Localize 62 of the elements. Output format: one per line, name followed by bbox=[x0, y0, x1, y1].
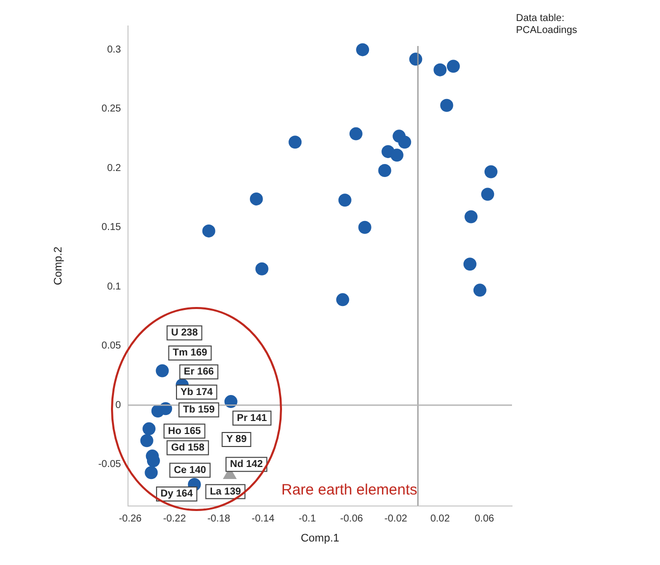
annotation: Tm 169 bbox=[172, 348, 208, 359]
x-tick-label: -0.26 bbox=[118, 514, 142, 525]
annotation: Dy 164 bbox=[160, 488, 194, 500]
x-tick-label: -0.14 bbox=[252, 514, 275, 525]
point bbox=[159, 402, 172, 416]
point bbox=[288, 136, 302, 149]
point bbox=[156, 364, 169, 378]
text: PCALoadings bbox=[516, 24, 578, 36]
point bbox=[440, 98, 454, 112]
point bbox=[224, 395, 238, 408]
x-tick-label: -0.18 bbox=[207, 514, 231, 525]
point bbox=[481, 188, 494, 201]
point bbox=[336, 293, 350, 306]
point bbox=[398, 136, 412, 149]
point bbox=[409, 52, 422, 66]
annotation: Ho 165 bbox=[168, 426, 202, 437]
point bbox=[446, 60, 460, 73]
x-tick-label: -0.1 bbox=[298, 514, 316, 525]
point bbox=[473, 284, 486, 297]
y-tick-label: 0.3 bbox=[107, 44, 122, 56]
annotation: Ce 140 bbox=[174, 465, 207, 476]
y-tick-label: 0.25 bbox=[102, 104, 122, 115]
x-tick-label: -0.02 bbox=[384, 514, 408, 525]
annotation: Rare earth elements bbox=[281, 482, 418, 499]
point bbox=[255, 262, 268, 276]
annotation: Pr 141 bbox=[236, 412, 268, 424]
x-axis-title: Comp.1 bbox=[300, 532, 340, 544]
x-tick-label: 0.06 bbox=[474, 514, 494, 525]
point bbox=[463, 258, 476, 271]
annotation: Tb 159 bbox=[182, 404, 216, 416]
annotation: Yb 174 bbox=[180, 386, 214, 398]
point bbox=[250, 192, 263, 206]
y-tick-label: -0.05 bbox=[98, 459, 122, 470]
point bbox=[356, 43, 370, 56]
y-tick-label: 0.2 bbox=[107, 162, 122, 174]
point bbox=[484, 165, 498, 178]
point bbox=[434, 63, 447, 76]
x-tick-label: 0.02 bbox=[430, 514, 450, 525]
annotation: La 139 bbox=[210, 486, 242, 498]
point bbox=[338, 194, 352, 207]
annotation: Gd 158 bbox=[171, 442, 205, 454]
point bbox=[378, 164, 392, 178]
x-tick-label: -0.06 bbox=[340, 514, 364, 525]
point bbox=[202, 224, 216, 238]
annotation: Er 166 bbox=[184, 366, 214, 378]
point bbox=[142, 422, 156, 436]
point bbox=[140, 434, 154, 448]
y-tick-label: 0.1 bbox=[107, 281, 122, 292]
point bbox=[144, 466, 158, 480]
text: Data table: bbox=[516, 12, 564, 24]
y-tick-label: 0.05 bbox=[102, 340, 122, 352]
annotation: U 238 bbox=[171, 328, 198, 339]
point bbox=[358, 220, 372, 234]
point bbox=[464, 210, 478, 224]
y-tick-label: 0.15 bbox=[102, 222, 122, 234]
point bbox=[390, 148, 404, 162]
y-tick-label: 0 bbox=[115, 400, 122, 411]
point bbox=[349, 127, 362, 140]
x-tick-label: -0.22 bbox=[163, 514, 186, 525]
annotation: Y 89 bbox=[226, 434, 248, 446]
y-axis-title: Comp.2 bbox=[52, 246, 65, 286]
annotation: Nd 142 bbox=[230, 459, 264, 470]
